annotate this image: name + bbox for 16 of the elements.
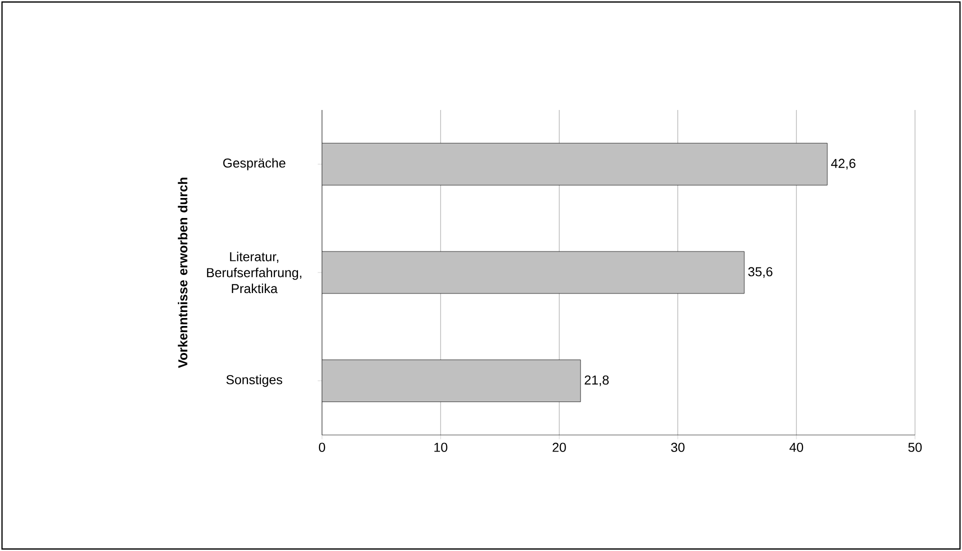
x-tick-label: 30	[671, 442, 685, 452]
y-tick-label: Gespräche	[223, 158, 286, 170]
bar	[322, 251, 744, 294]
x-tick-label: 10	[434, 442, 448, 452]
data-label: 42,6	[831, 158, 856, 170]
x-tick-label: 40	[790, 442, 804, 452]
data-label: 35,6	[748, 267, 772, 278]
y-tick-label: Sonstiges	[226, 374, 282, 387]
x-tick-label: 50	[908, 442, 922, 452]
data-label: 21,8	[584, 375, 609, 386]
bar	[322, 360, 581, 402]
y-tick-label: Literatur, Berufserfahrung, Praktika	[207, 252, 302, 294]
bar	[322, 142, 828, 186]
x-tick-label: 20	[552, 442, 566, 452]
x-tick-label: 0	[318, 442, 326, 452]
y-axis-title: Vorkenntnisse erworben durch	[178, 178, 188, 368]
